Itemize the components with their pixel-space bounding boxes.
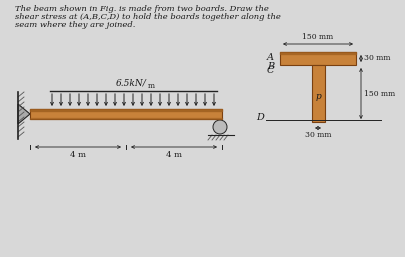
- Text: 30 mm: 30 mm: [364, 54, 390, 62]
- Bar: [280, 52, 356, 65]
- Bar: [30, 109, 222, 119]
- Text: shear stress at (A,B,C,D) to hold the boards together along the: shear stress at (A,B,C,D) to hold the bo…: [15, 13, 281, 21]
- Bar: [312, 65, 325, 122]
- Text: C: C: [266, 66, 274, 75]
- Text: 150 mm: 150 mm: [364, 89, 395, 97]
- Text: The beam shown in Fig. is made from two boards. Draw the: The beam shown in Fig. is made from two …: [15, 5, 269, 13]
- Text: 4 m: 4 m: [166, 151, 182, 159]
- Text: A: A: [267, 53, 274, 62]
- Polygon shape: [18, 104, 30, 124]
- Text: m: m: [148, 82, 155, 90]
- Text: D: D: [256, 114, 264, 123]
- Text: 30 mm: 30 mm: [305, 131, 331, 139]
- Text: 4 m: 4 m: [70, 151, 86, 159]
- Text: 150 mm: 150 mm: [303, 33, 334, 41]
- Circle shape: [213, 120, 227, 134]
- Text: p: p: [315, 92, 321, 101]
- Text: seam where they are joined.: seam where they are joined.: [15, 21, 135, 29]
- Text: 6.5kN/: 6.5kN/: [115, 78, 146, 87]
- Text: B: B: [267, 62, 274, 71]
